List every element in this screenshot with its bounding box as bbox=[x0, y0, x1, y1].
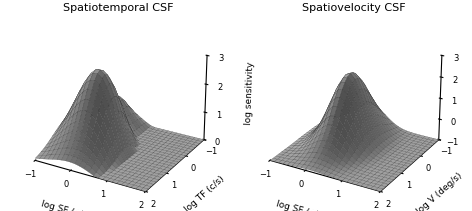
Title: Spatiotemporal CSF: Spatiotemporal CSF bbox=[63, 3, 174, 13]
X-axis label: log SF (c/deg): log SF (c/deg) bbox=[40, 199, 103, 211]
Y-axis label: log V (deg/s): log V (deg/s) bbox=[415, 172, 464, 211]
Title: Spatiovelocity CSF: Spatiovelocity CSF bbox=[302, 3, 405, 13]
X-axis label: log SF (c/deg): log SF (c/deg) bbox=[275, 199, 337, 211]
Y-axis label: log TF (c/s): log TF (c/s) bbox=[184, 174, 227, 211]
